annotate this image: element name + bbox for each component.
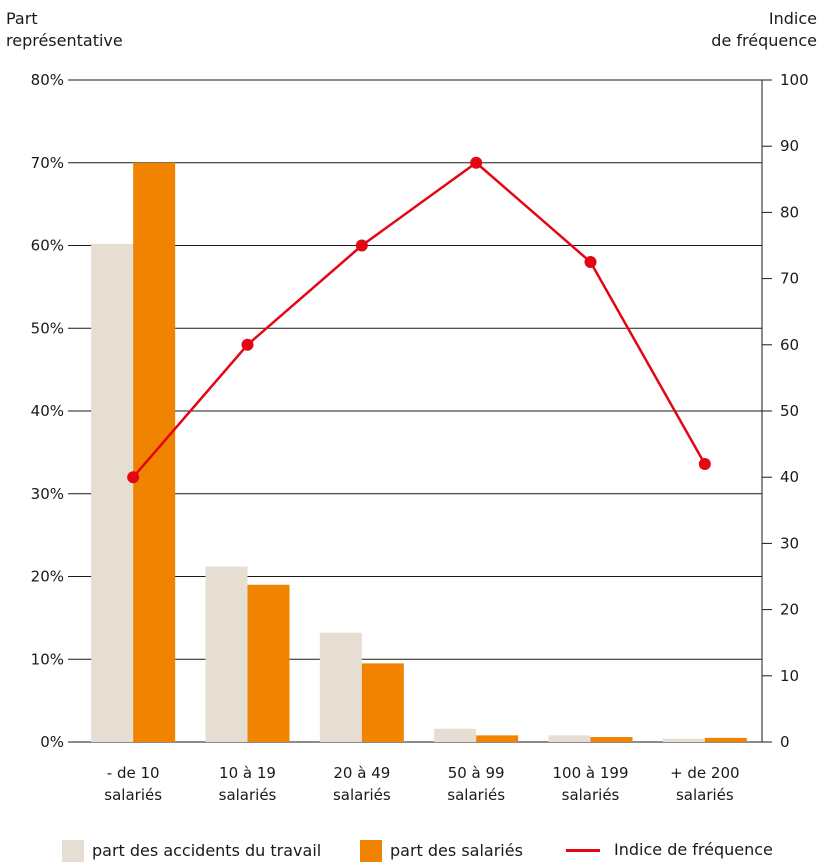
right-axis-title-line-2: de fréquence	[711, 31, 817, 50]
right-tick-label: 100	[780, 71, 809, 89]
legend-label-salaries: part des salariés	[390, 841, 523, 860]
left-tick-label: 70%	[31, 154, 64, 172]
right-tick-label: 20	[780, 601, 799, 619]
indice-point	[355, 239, 368, 252]
indice-point	[127, 471, 140, 484]
right-axis-title-line-1: Indice	[768, 9, 817, 28]
left-tick-label: 50%	[31, 319, 64, 337]
indice-line	[132, 161, 706, 479]
indice-point	[241, 338, 254, 351]
legend-label-accidents: part des accidents du travail	[92, 841, 322, 860]
category-label: + de 200	[670, 764, 740, 782]
chart-plot: 0% 10% 20% 30% 40% 50% 60% 70% 80% 0 10 20 30 40 50 60 7…	[31, 71, 809, 804]
left-tick-label: 10%	[31, 650, 64, 668]
bar-accidents	[434, 728, 477, 742]
left-tick-label: 20%	[31, 568, 64, 586]
legend-item-accidents: part des accidents du travail	[62, 840, 321, 862]
category-label: - de 10	[107, 764, 160, 782]
indice-point	[470, 156, 483, 169]
right-tick-label: 70	[780, 270, 799, 288]
legend: part des accidents du travail part des s…	[0, 836, 819, 862]
left-tick-label: 40%	[31, 402, 64, 420]
legend-swatch-salaries	[360, 840, 382, 862]
right-axis-title: Indice de fréquence	[711, 8, 817, 52]
left-axis-title-line-2: représentative	[6, 31, 123, 50]
legend-swatch-indice	[566, 848, 600, 852]
right-tick-label: 10	[780, 667, 799, 685]
legend-swatch-accidents	[62, 840, 84, 862]
left-tick-label: 60%	[31, 237, 64, 255]
right-tick-label: 0	[780, 733, 790, 751]
bar-salaries	[704, 737, 747, 742]
right-tick-label: 80	[780, 203, 799, 221]
category-label: 20 à 49	[333, 764, 390, 782]
category-label: salariés	[676, 786, 734, 804]
category-label: salariés	[333, 786, 391, 804]
legend-item-salaries: part des salariés	[360, 840, 523, 862]
bar-salaries	[247, 584, 290, 742]
category-label: salariés	[219, 786, 277, 804]
bar-accidents	[205, 566, 248, 742]
left-axis-title-line-1: Part	[6, 9, 38, 28]
bar-salaries	[476, 735, 519, 742]
bar-salaries	[361, 663, 404, 742]
bar-salaries	[590, 737, 633, 742]
category-label: 100 à 199	[553, 764, 629, 782]
indice-point	[698, 457, 711, 470]
right-tick-label: 40	[780, 468, 799, 486]
left-tick-label: 30%	[31, 485, 64, 503]
indice-point	[584, 256, 597, 269]
category-label: salariés	[562, 786, 620, 804]
legend-label-indice: Indice de fréquence	[614, 840, 773, 859]
right-tick-label: 50	[780, 402, 799, 420]
bar-accidents	[548, 735, 591, 742]
left-axis-title: Part représentative	[6, 8, 123, 52]
left-tick-label: 0%	[40, 733, 64, 751]
category-label: salariés	[104, 786, 162, 804]
category-label: 10 à 19	[219, 764, 276, 782]
bar-accidents	[91, 243, 134, 742]
right-tick-label: 30	[780, 534, 799, 552]
right-tick-label: 90	[780, 137, 799, 155]
right-tick-label: 60	[780, 336, 799, 354]
category-label: salariés	[447, 786, 505, 804]
category-label: 50 à 99	[448, 764, 505, 782]
left-tick-label: 80%	[31, 71, 64, 89]
legend-item-indice: Indice de fréquence	[566, 840, 773, 860]
bar-accidents	[662, 738, 705, 742]
bar-accidents	[319, 632, 362, 742]
